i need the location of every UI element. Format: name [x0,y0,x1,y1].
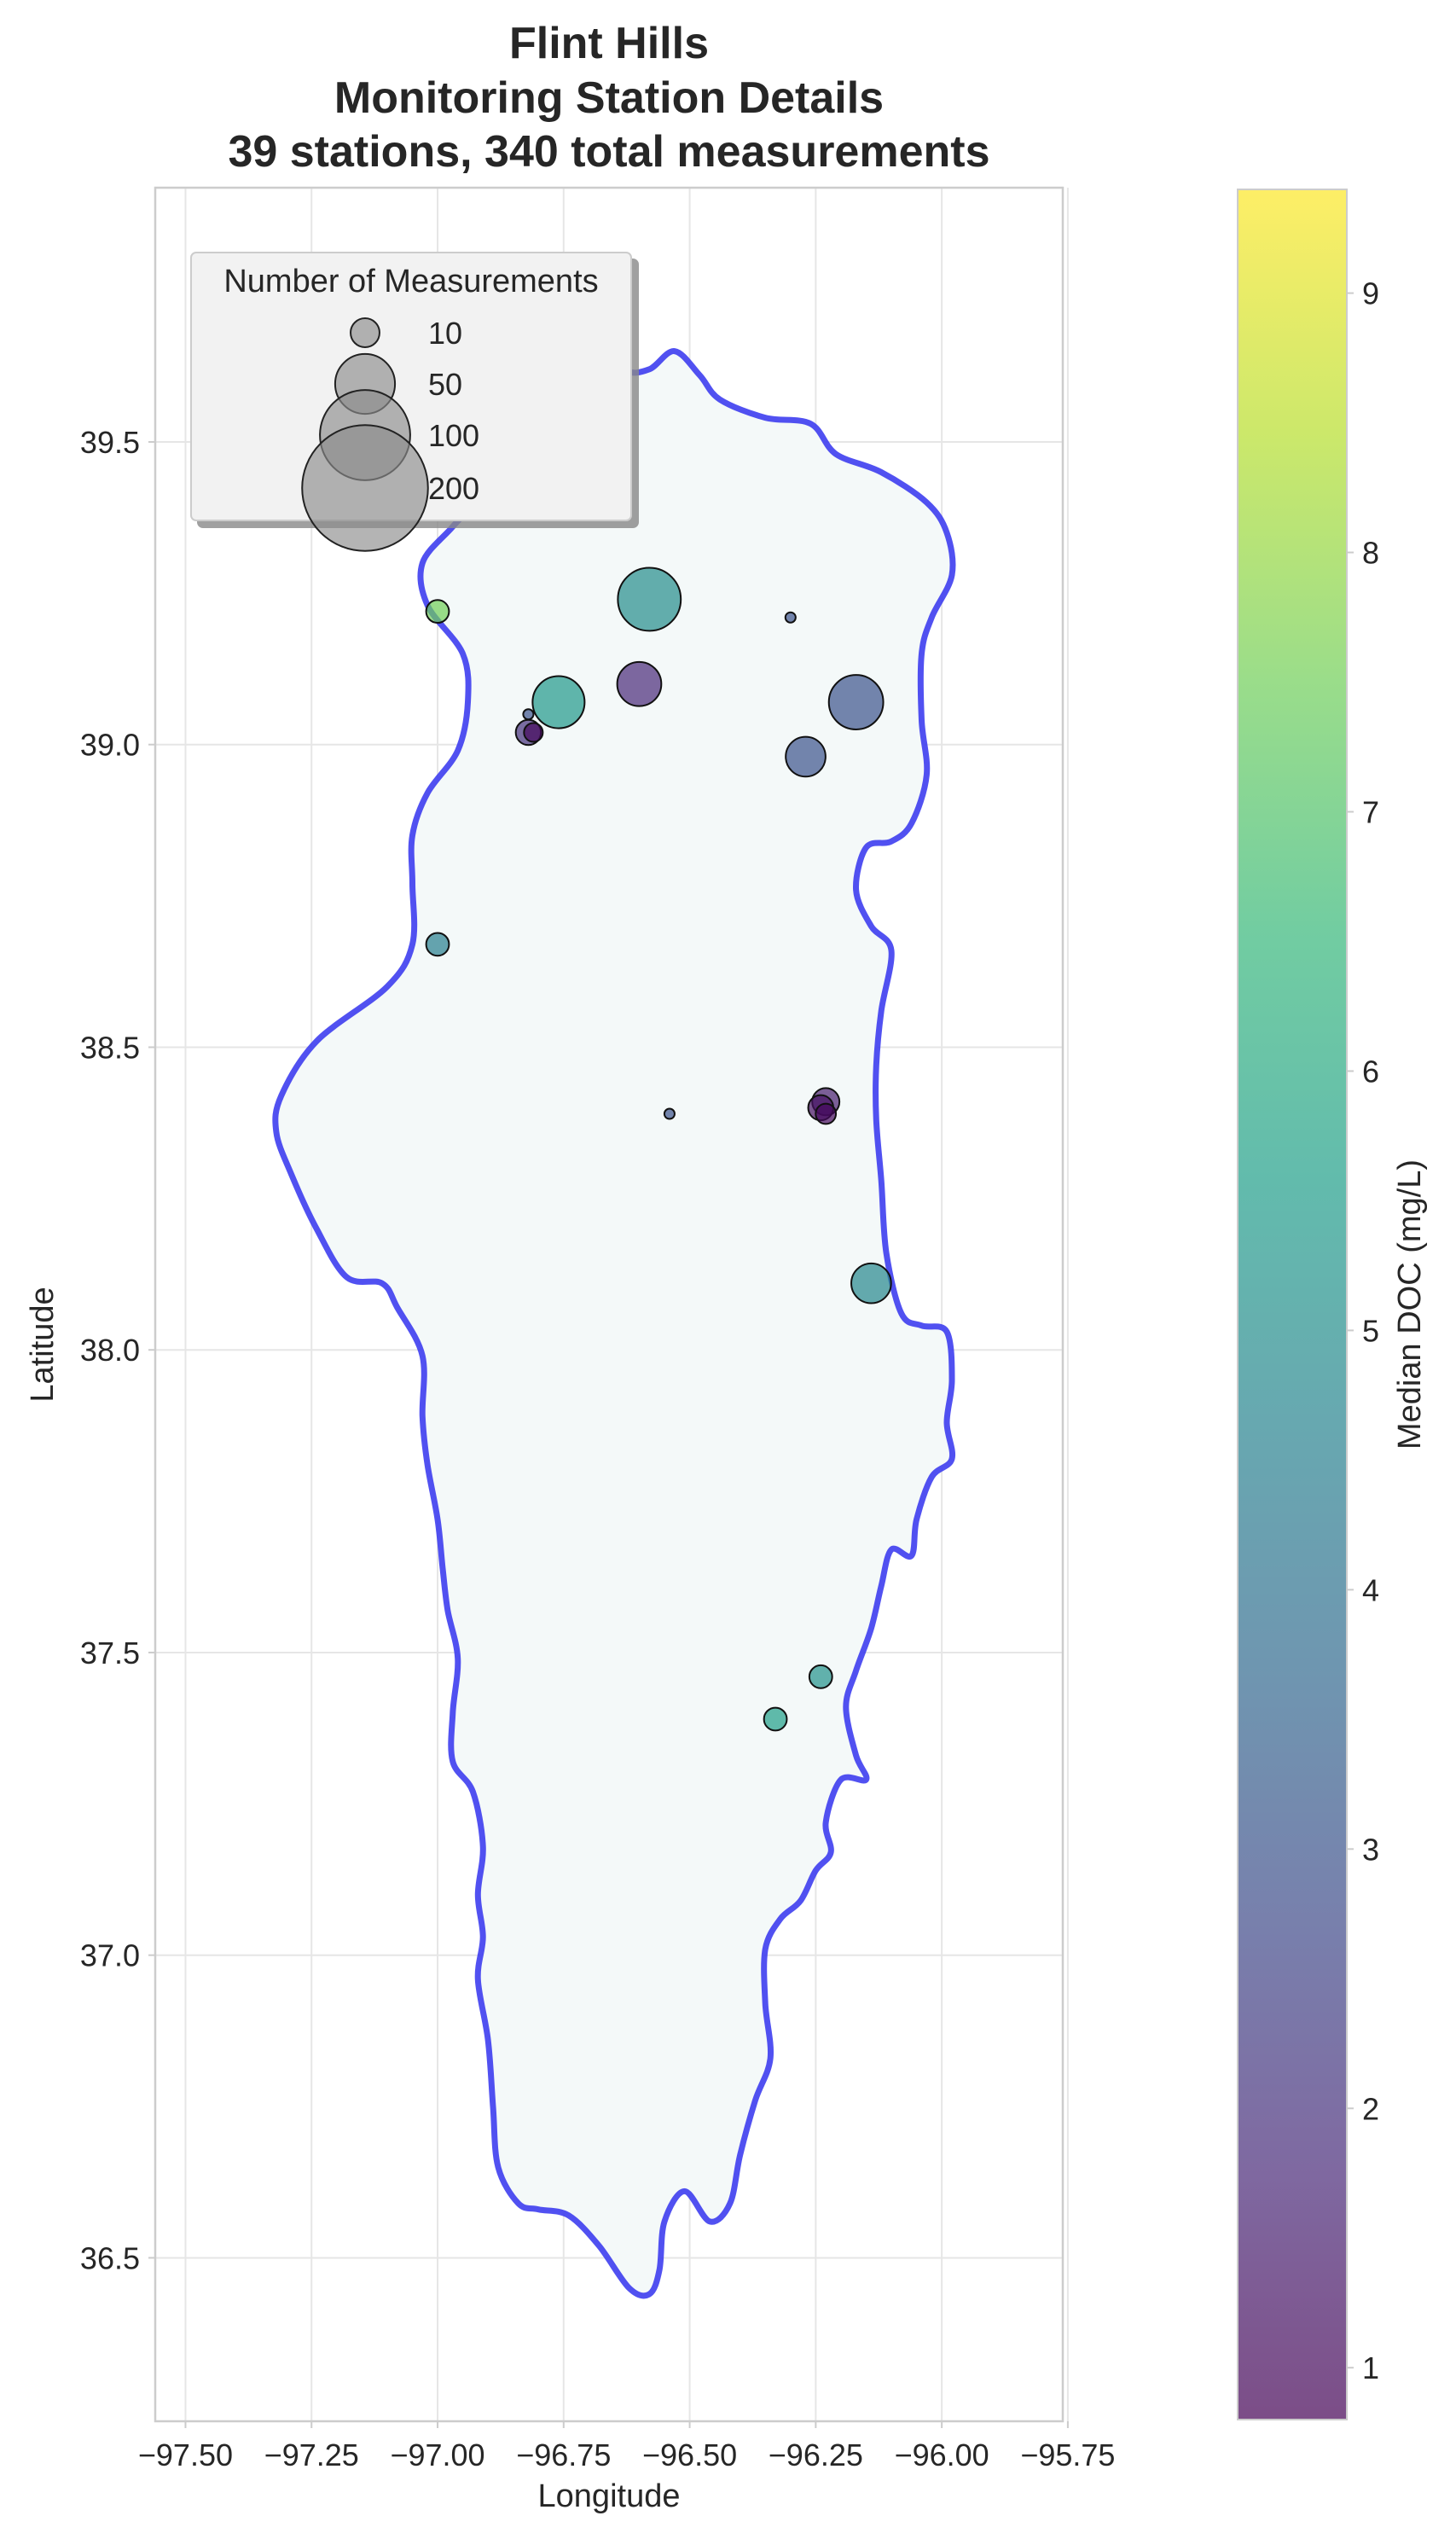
colorbar: 1 2 3 4 5 6 7 8 9 Median DOC (mg/L) [1237,189,1428,2420]
y-axis: 36.5 37.0 37.5 38.0 38.5 39.0 39.5 [80,425,155,2275]
x-tick-label: −97.25 [264,2437,359,2472]
stations [425,566,892,1732]
legend-marker [301,424,429,552]
title-line-1: Flint Hills [509,19,709,68]
title-line-2: Monitoring Station Details [334,73,884,123]
station-marker[interactable] [617,566,682,632]
colorbar-tick-label: 5 [1362,1313,1379,1348]
colorbar-tick-label: 9 [1362,276,1379,311]
x-tick-label: −96.50 [642,2437,737,2472]
colorbar-tick-label: 4 [1362,1572,1379,1607]
station-marker[interactable] [523,722,544,743]
y-tick-label: 38.0 [80,1333,140,1368]
colorbar-label: Median DOC (mg/L) [1392,1159,1428,1450]
x-tick-label: −96.75 [516,2437,611,2472]
x-tick-label: −96.00 [895,2437,989,2472]
x-axis-label: Longitude [538,2478,681,2514]
colorbar-gradient [1237,189,1348,2420]
y-tick-label: 38.5 [80,1030,140,1065]
region [272,305,956,2299]
size-legend: Number of Measurements 10 50 100 200 [190,252,632,552]
colorbar-tick-label: 2 [1362,2091,1379,2126]
y-axis-label: Latitude [25,1287,61,1402]
station-marker[interactable] [815,1102,838,1125]
station-marker[interactable] [522,708,535,721]
x-tick-label: −96.25 [769,2437,863,2472]
chart-title: Flint Hills Monitoring Station Details 3… [228,19,989,177]
colorbar-tick-label: 8 [1362,536,1379,571]
colorbar-tick-label: 1 [1362,2350,1379,2385]
station-marker[interactable] [763,1706,788,1732]
title-line-3: 39 stations, 340 total measurements [228,127,989,177]
colorbar-tick-label: 7 [1362,794,1379,829]
y-tick-label: 39.5 [80,425,140,460]
station-marker[interactable] [616,660,663,707]
legend-label: 200 [428,471,479,506]
x-axis: −97.50 −97.25 −97.00 −96.75 −96.50 −96.25 −96.… [138,2421,1115,2472]
station-marker[interactable] [425,599,450,625]
station-marker[interactable] [827,674,885,730]
y-tick-label: 37.0 [80,1938,140,1973]
station-marker[interactable] [663,1107,676,1120]
region-outline [272,305,956,2299]
y-tick-label: 39.0 [80,728,140,763]
station-marker[interactable] [808,1664,833,1689]
station-marker[interactable] [425,932,450,957]
legend-title: Number of Measurements [223,264,598,299]
x-tick-label: −97.00 [390,2437,484,2472]
station-marker[interactable] [785,735,827,778]
y-tick-label: 37.5 [80,1636,140,1670]
legend-label: 50 [428,367,462,402]
colorbar-tick-label: 3 [1362,1832,1379,1867]
station-marker[interactable] [531,675,586,729]
plot-frame [154,186,1064,2423]
x-tick-label: −97.50 [138,2437,233,2472]
legend-label: 100 [428,418,479,453]
x-tick-label: −95.75 [1020,2437,1115,2472]
colorbar-tick-label: 6 [1362,1054,1379,1089]
station-marker[interactable] [850,1262,892,1304]
y-tick-label: 36.5 [80,2240,140,2275]
legend-label: 10 [428,316,462,351]
legend-marker [350,317,380,348]
station-marker[interactable] [784,611,797,624]
